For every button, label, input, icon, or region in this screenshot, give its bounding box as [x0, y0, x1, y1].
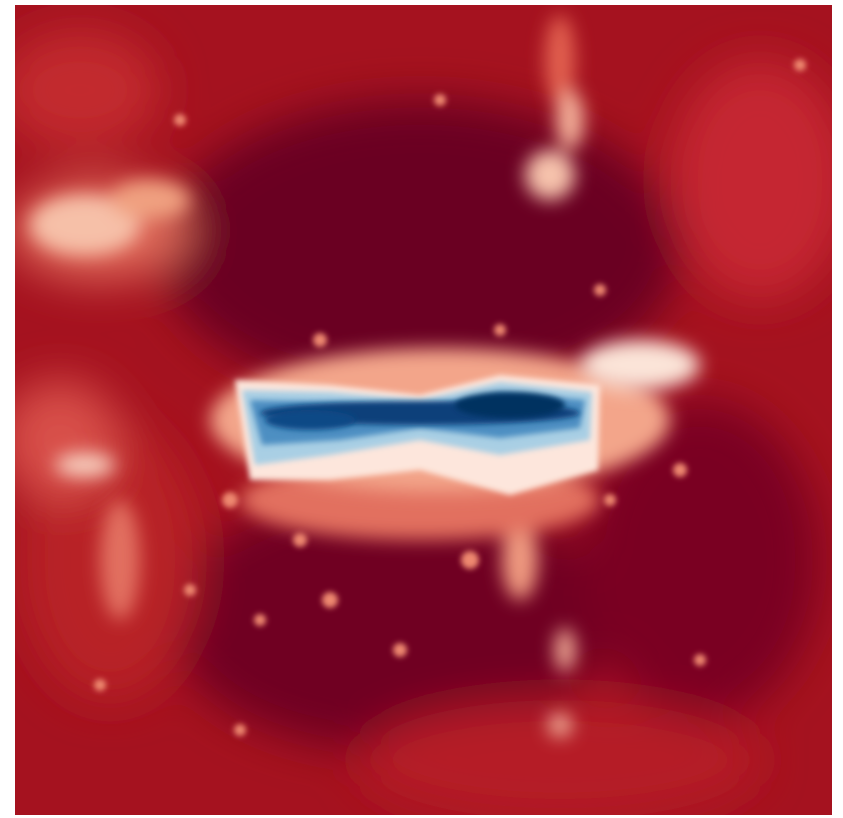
field [0, 5, 843, 818]
page [0, 0, 843, 818]
heatmap-image [0, 0, 843, 818]
